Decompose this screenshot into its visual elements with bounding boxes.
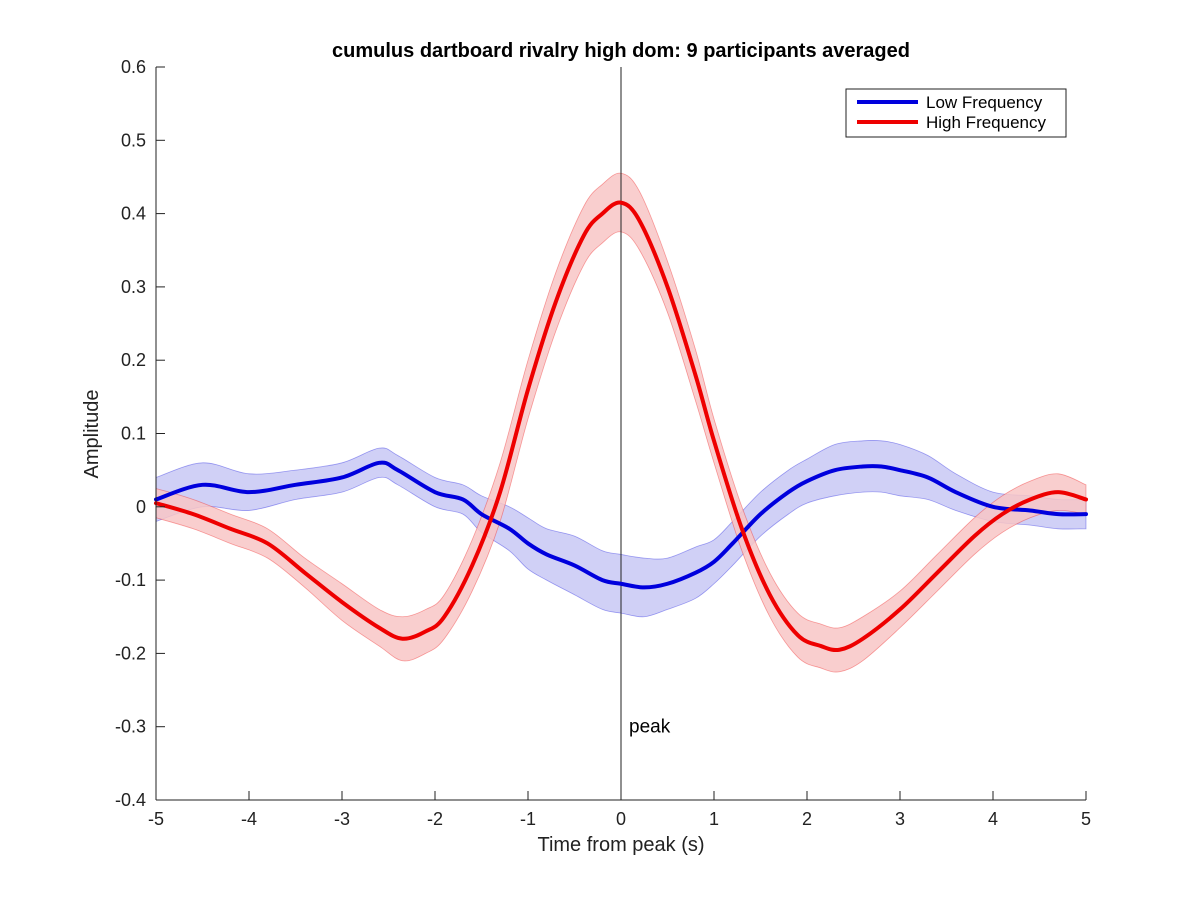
series-line-low-frequency xyxy=(154,460,1088,590)
y-tick-label: 0.5 xyxy=(121,130,146,150)
y-ticks: -0.4 -0.3 -0.2 -0.1 0 0.1 0.2 0.3 0.4 0.5 0.6 xyxy=(115,57,165,810)
x-tick-label: 3 xyxy=(895,809,905,829)
x-tick-label: 0 xyxy=(616,809,626,829)
y-tick-label: 0.4 xyxy=(121,204,146,224)
x-tick-label: 4 xyxy=(988,809,998,829)
x-tick-label: -5 xyxy=(148,809,164,829)
legend-label-high-frequency: High Frequency xyxy=(926,113,1047,132)
y-tick-label: 0.3 xyxy=(121,277,146,297)
y-tick-label: -0.3 xyxy=(115,717,146,737)
x-tick-label: 2 xyxy=(802,809,812,829)
series-lines xyxy=(154,200,1088,653)
error-band-low-frequency xyxy=(155,439,1087,618)
series-line-high-frequency xyxy=(154,200,1088,653)
legend-label-low-frequency: Low Frequency xyxy=(926,93,1043,112)
x-tick-label: -1 xyxy=(520,809,536,829)
x-axis-label: Time from peak (s) xyxy=(537,834,704,856)
legend: Low Frequency High Frequency xyxy=(845,88,1067,138)
y-tick-label: 0.1 xyxy=(121,424,146,444)
y-tick-label: -0.4 xyxy=(115,790,146,810)
chart-title: cumulus dartboard rivalry high dom: 9 pa… xyxy=(332,40,910,62)
x-tick-label: -2 xyxy=(427,809,443,829)
legend-box xyxy=(845,88,1067,138)
y-tick-label: 0.6 xyxy=(121,57,146,77)
x-tick-label: 1 xyxy=(709,809,719,829)
peak-annotation: peak xyxy=(629,717,671,738)
x-ticks: -5 -4 -3 -2 -1 0 1 2 3 4 5 xyxy=(148,791,1091,829)
y-tick-label: 0.2 xyxy=(121,350,146,370)
x-tick-label: -4 xyxy=(241,809,257,829)
y-tick-label: -0.2 xyxy=(115,643,146,663)
x-tick-label: -3 xyxy=(334,809,350,829)
y-tick-label: 0 xyxy=(136,497,146,517)
y-axis-label: Amplitude xyxy=(81,390,103,479)
axes: -5 -4 -3 -2 -1 0 1 2 3 4 5 -0.4 -0.3 -0.2 -0.1 0 0.1 0.2… xyxy=(115,57,1091,829)
y-tick-label: -0.1 xyxy=(115,570,146,590)
x-tick-label: 5 xyxy=(1081,809,1091,829)
